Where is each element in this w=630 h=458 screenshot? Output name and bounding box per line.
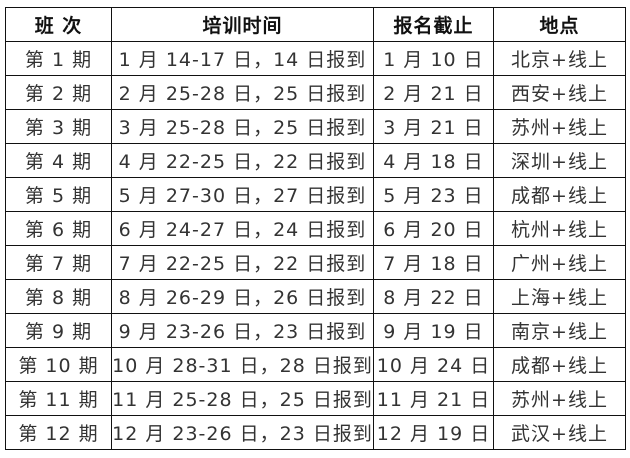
- table-row: 第 11 期 11 月 25-28 日，25 日报到 11 月 21 日苏州+线上: [5, 381, 626, 416]
- deadline-cell: 1 月 10 日: [373, 41, 494, 76]
- training-time-cell: 3 月 25-28 日，25 日报到: [111, 109, 374, 144]
- header-location: 地点: [493, 7, 626, 42]
- deadline-cell: 5 月 23 日: [373, 177, 494, 212]
- header-row: 班 次 培训时间 报名截止 地点: [5, 7, 626, 42]
- training-time-cell: 12 月 23-26 日，23 日报到: [111, 415, 374, 450]
- location-cell: 武汉+线上: [493, 415, 626, 450]
- deadline-cell: 8 月 22 日: [373, 279, 494, 314]
- location-cell: 成都+线上: [493, 177, 626, 212]
- session-cell: 第 10 期: [5, 347, 112, 382]
- training-time-cell: 8 月 26-29 日，26 日报到: [111, 279, 374, 314]
- training-time-cell: 9 月 23-26 日，23 日报到: [111, 313, 374, 348]
- session-cell: 第 7 期: [5, 245, 112, 280]
- training-time-cell: 5 月 27-30 日，27 日报到: [111, 177, 374, 212]
- header-training-time: 培训时间: [111, 7, 374, 42]
- header-registration-deadline: 报名截止: [373, 7, 494, 42]
- session-cell: 第 6 期: [5, 211, 112, 246]
- training-time-cell: 7 月 22-25 日，22 日报到: [111, 245, 374, 280]
- location-cell: 苏州+线上: [493, 109, 626, 144]
- session-cell: 第 1 期: [5, 41, 112, 76]
- location-cell: 杭州+线上: [493, 211, 626, 246]
- deadline-cell: 2 月 21 日: [373, 75, 494, 110]
- training-time-cell: 11 月 25-28 日，25 日报到: [111, 381, 374, 416]
- deadline-cell: 11 月 21 日: [373, 381, 494, 416]
- deadline-cell: 4 月 18 日: [373, 143, 494, 178]
- session-cell: 第 8 期: [5, 279, 112, 314]
- deadline-cell: 6 月 20 日: [373, 211, 494, 246]
- deadline-cell: 7 月 18 日: [373, 245, 494, 280]
- training-time-cell: 6 月 24-27 日，24 日报到: [111, 211, 374, 246]
- header-session: 班 次: [5, 7, 112, 42]
- location-cell: 深圳+线上: [493, 143, 626, 178]
- session-cell: 第 5 期: [5, 177, 112, 212]
- session-cell: 第 11 期: [5, 381, 112, 416]
- location-cell: 西安+线上: [493, 75, 626, 110]
- session-cell: 第 2 期: [5, 75, 112, 110]
- location-cell: 苏州+线上: [493, 381, 626, 416]
- deadline-cell: 3 月 21 日: [373, 109, 494, 144]
- table-row: 第 10 期 10 月 28-31 日，28 日报到 10 月 24 日成都+线上: [5, 347, 626, 382]
- location-cell: 北京+线上: [493, 41, 626, 76]
- session-cell: 第 3 期: [5, 109, 112, 144]
- session-cell: 第 9 期: [5, 313, 112, 348]
- training-time-cell: 10 月 28-31 日，28 日报到: [111, 347, 374, 382]
- session-cell: 第 4 期: [5, 143, 112, 178]
- training-time-cell: 4 月 22-25 日，22 日报到: [111, 143, 374, 178]
- location-cell: 成都+线上: [493, 347, 626, 382]
- deadline-cell: 10 月 24 日: [373, 347, 494, 382]
- deadline-cell: 9 月 19 日: [373, 313, 494, 348]
- training-time-cell: 2 月 25-28 日，25 日报到: [111, 75, 374, 110]
- session-cell: 第 12 期: [5, 415, 112, 450]
- location-cell: 南京+线上: [493, 313, 626, 348]
- location-cell: 上海+线上: [493, 279, 626, 314]
- training-time-cell: 1 月 14-17 日，14 日报到: [111, 41, 374, 76]
- location-cell: 广州+线上: [493, 245, 626, 280]
- table-row: 第 12 期 12 月 23-26 日，23 日报到 12 月 19 日武汉+线上: [5, 415, 626, 450]
- deadline-cell: 12 月 19 日: [373, 415, 494, 450]
